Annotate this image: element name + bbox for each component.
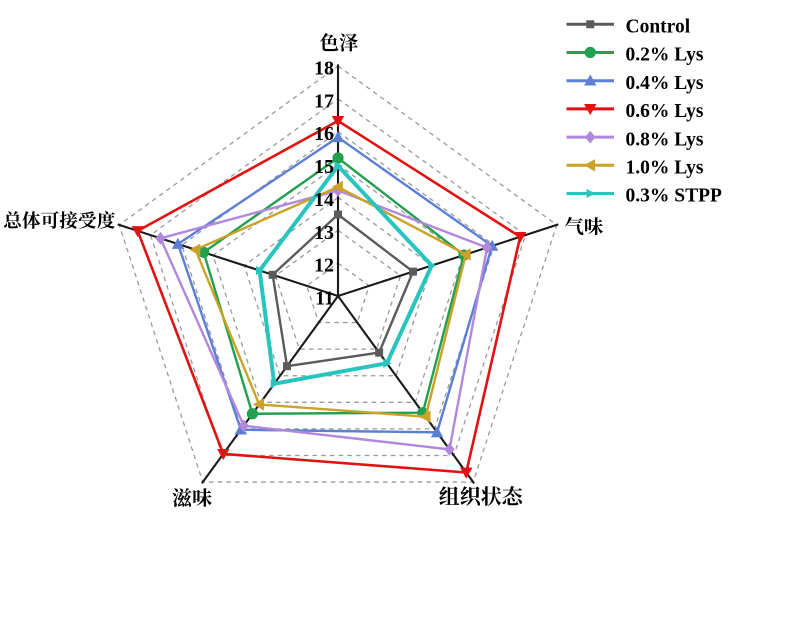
- svg-text:11: 11: [315, 288, 334, 310]
- svg-text:17: 17: [314, 90, 334, 112]
- svg-text:0.8% Lys: 0.8% Lys: [626, 129, 704, 150]
- svg-text:16: 16: [314, 123, 334, 145]
- svg-text:12: 12: [314, 255, 334, 277]
- svg-text:Control: Control: [626, 17, 691, 38]
- svg-text:0.4% Lys: 0.4% Lys: [626, 73, 704, 94]
- svg-text:0.6% Lys: 0.6% Lys: [626, 101, 704, 122]
- svg-text:15: 15: [314, 156, 334, 178]
- svg-text:1.0% Lys: 1.0% Lys: [626, 158, 704, 179]
- svg-text:0.3% STPP: 0.3% STPP: [626, 186, 723, 207]
- svg-text:18: 18: [314, 58, 334, 80]
- svg-text:0.2% Lys: 0.2% Lys: [626, 45, 704, 66]
- svg-text:13: 13: [314, 222, 334, 244]
- svg-text:14: 14: [314, 189, 334, 211]
